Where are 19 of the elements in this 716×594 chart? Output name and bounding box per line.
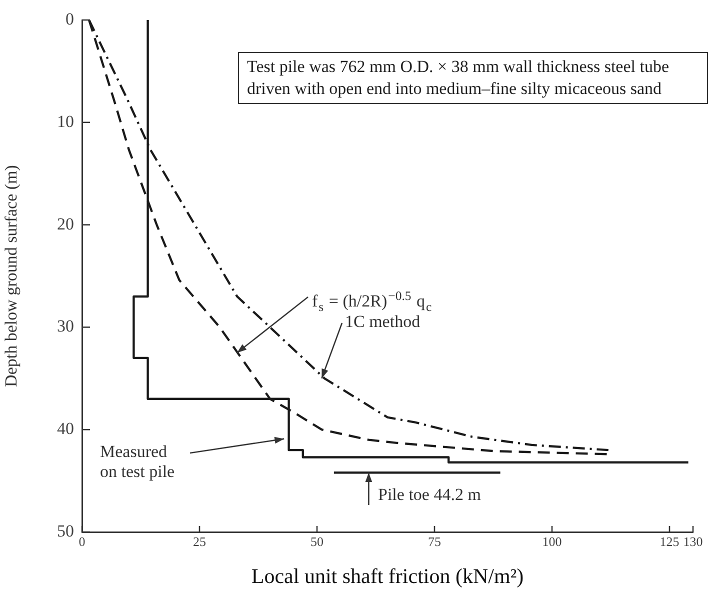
annotation: Measured on test pile — [100, 442, 176, 482]
y-tick-label: 30 — [57, 316, 74, 336]
annotation: Test pile was 762 mm O.D. × 38 mm wall thickness steel tube driven with open end into medium–fine silty micaceous sand — [238, 52, 708, 104]
y-axis-title: Depth below ground surface (m) — [2, 165, 21, 387]
x-axis-title: Local unit shaft friction (kN/m²) — [251, 564, 524, 588]
y-tick-label: 0 — [66, 9, 74, 28]
x-tick-label: 130 — [683, 534, 703, 550]
x-tick-label: 125 — [660, 534, 680, 550]
x-tick-label: 50 — [310, 534, 324, 550]
y-tick-label: 10 — [57, 112, 74, 131]
x-tick-label: 25 — [193, 534, 206, 550]
annotation: f$_{s}$ = (h/2R)$^{−0.5}$ q$_{c}$ — [312, 289, 432, 314]
annotation: 1C method — [345, 312, 420, 332]
x-tick-label: 0 — [78, 534, 86, 550]
annotation: Pile toe 44.2 m — [378, 485, 481, 505]
x-tick-label: 75 — [428, 534, 441, 550]
y-tick-label: 20 — [57, 214, 74, 234]
y-tick-label: 40 — [57, 419, 74, 438]
x-tick-label: 100 — [542, 534, 562, 550]
